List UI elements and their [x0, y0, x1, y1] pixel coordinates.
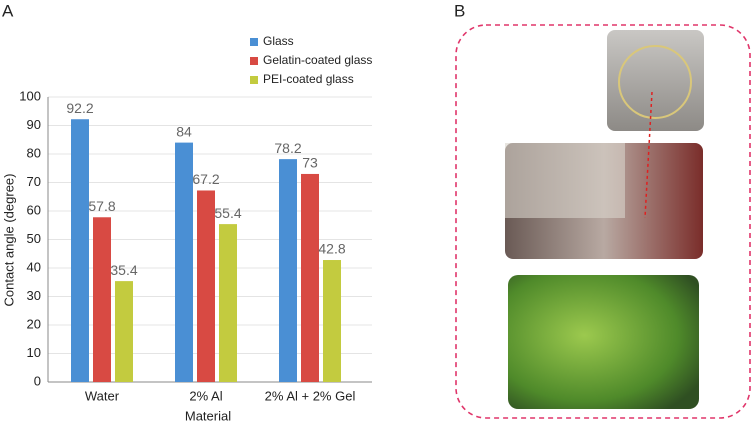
bar: [301, 173, 319, 382]
legend-label: PEI-coated glass: [263, 72, 354, 86]
legend-swatch: [250, 38, 258, 46]
y-tick-label: 60: [27, 202, 41, 217]
value-label: 42.8: [318, 241, 345, 257]
value-label: 92.2: [66, 100, 93, 116]
bar: [323, 260, 341, 382]
value-label: 55.4: [214, 205, 241, 221]
value-label: 73: [302, 155, 318, 171]
value-label: 78.2: [274, 140, 301, 156]
y-tick-label: 30: [27, 288, 41, 303]
bar: [71, 119, 89, 382]
legend-swatch: [250, 76, 258, 84]
y-tick-label: 70: [27, 174, 41, 189]
photo-detail: [505, 143, 625, 218]
bar: [279, 159, 297, 382]
value-label: 84: [176, 123, 192, 139]
y-tick-label: 10: [27, 345, 41, 360]
value-label: 35.4: [110, 262, 137, 278]
y-tick-label: 90: [27, 117, 41, 132]
x-tick-label: Water: [85, 388, 120, 403]
photo: [508, 275, 699, 409]
dashed-frame: [455, 24, 751, 419]
x-axis-label: Material: [185, 408, 231, 423]
y-tick-label: 100: [19, 88, 41, 103]
panel-b: [455, 24, 751, 419]
y-tick-label: 0: [34, 373, 41, 388]
panel-label: B: [454, 1, 465, 20]
bar: [93, 217, 111, 382]
y-tick-label: 40: [27, 259, 41, 274]
bar: [175, 142, 193, 382]
photo-detail: [618, 45, 692, 119]
y-tick-label: 50: [27, 231, 41, 246]
legend-label: Glass: [263, 34, 294, 48]
value-label: 67.2: [192, 171, 219, 187]
legend-label: Gelatin-coated glass: [263, 53, 372, 67]
x-tick-label: 2% Al + 2% Gel: [265, 388, 356, 403]
y-axis-label: Contact angle (degree): [1, 174, 16, 307]
bar: [115, 281, 133, 382]
bar: [219, 224, 237, 382]
value-label: 57.8: [88, 198, 115, 214]
legend-swatch: [250, 57, 258, 65]
bar: [197, 190, 215, 382]
panel-label: A: [2, 1, 14, 20]
y-tick-label: 20: [27, 316, 41, 331]
y-tick-label: 80: [27, 145, 41, 160]
x-tick-label: 2% Al: [189, 388, 222, 403]
